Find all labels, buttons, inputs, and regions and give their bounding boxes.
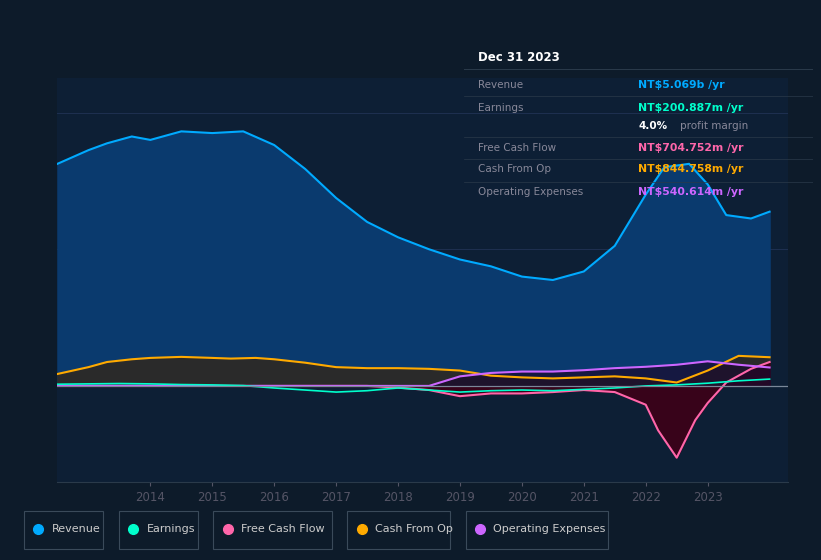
- Text: Free Cash Flow: Free Cash Flow: [478, 142, 556, 152]
- Text: NT$5.069b /yr: NT$5.069b /yr: [639, 80, 725, 90]
- Text: Earnings: Earnings: [146, 524, 195, 534]
- Text: Free Cash Flow: Free Cash Flow: [241, 524, 324, 534]
- Text: Revenue: Revenue: [52, 524, 101, 534]
- Text: 4.0%: 4.0%: [639, 121, 667, 131]
- Text: Operating Expenses: Operating Expenses: [493, 524, 606, 534]
- Text: Dec 31 2023: Dec 31 2023: [478, 51, 560, 64]
- Text: Revenue: Revenue: [478, 80, 523, 90]
- Text: NT$0: NT$0: [0, 559, 1, 560]
- Text: Cash From Op: Cash From Op: [375, 524, 453, 534]
- Text: NT$844.758m /yr: NT$844.758m /yr: [639, 164, 744, 174]
- Text: Operating Expenses: Operating Expenses: [478, 187, 583, 197]
- Text: profit margin: profit margin: [680, 121, 749, 131]
- Text: NT$540.614m /yr: NT$540.614m /yr: [639, 187, 744, 197]
- Text: -NT$2b: -NT$2b: [0, 559, 1, 560]
- Text: Cash From Op: Cash From Op: [478, 164, 551, 174]
- Text: NT$704.752m /yr: NT$704.752m /yr: [639, 142, 744, 152]
- Text: Earnings: Earnings: [478, 103, 523, 113]
- Text: NT$200.887m /yr: NT$200.887m /yr: [639, 103, 744, 113]
- Text: NT$8b: NT$8b: [0, 559, 1, 560]
